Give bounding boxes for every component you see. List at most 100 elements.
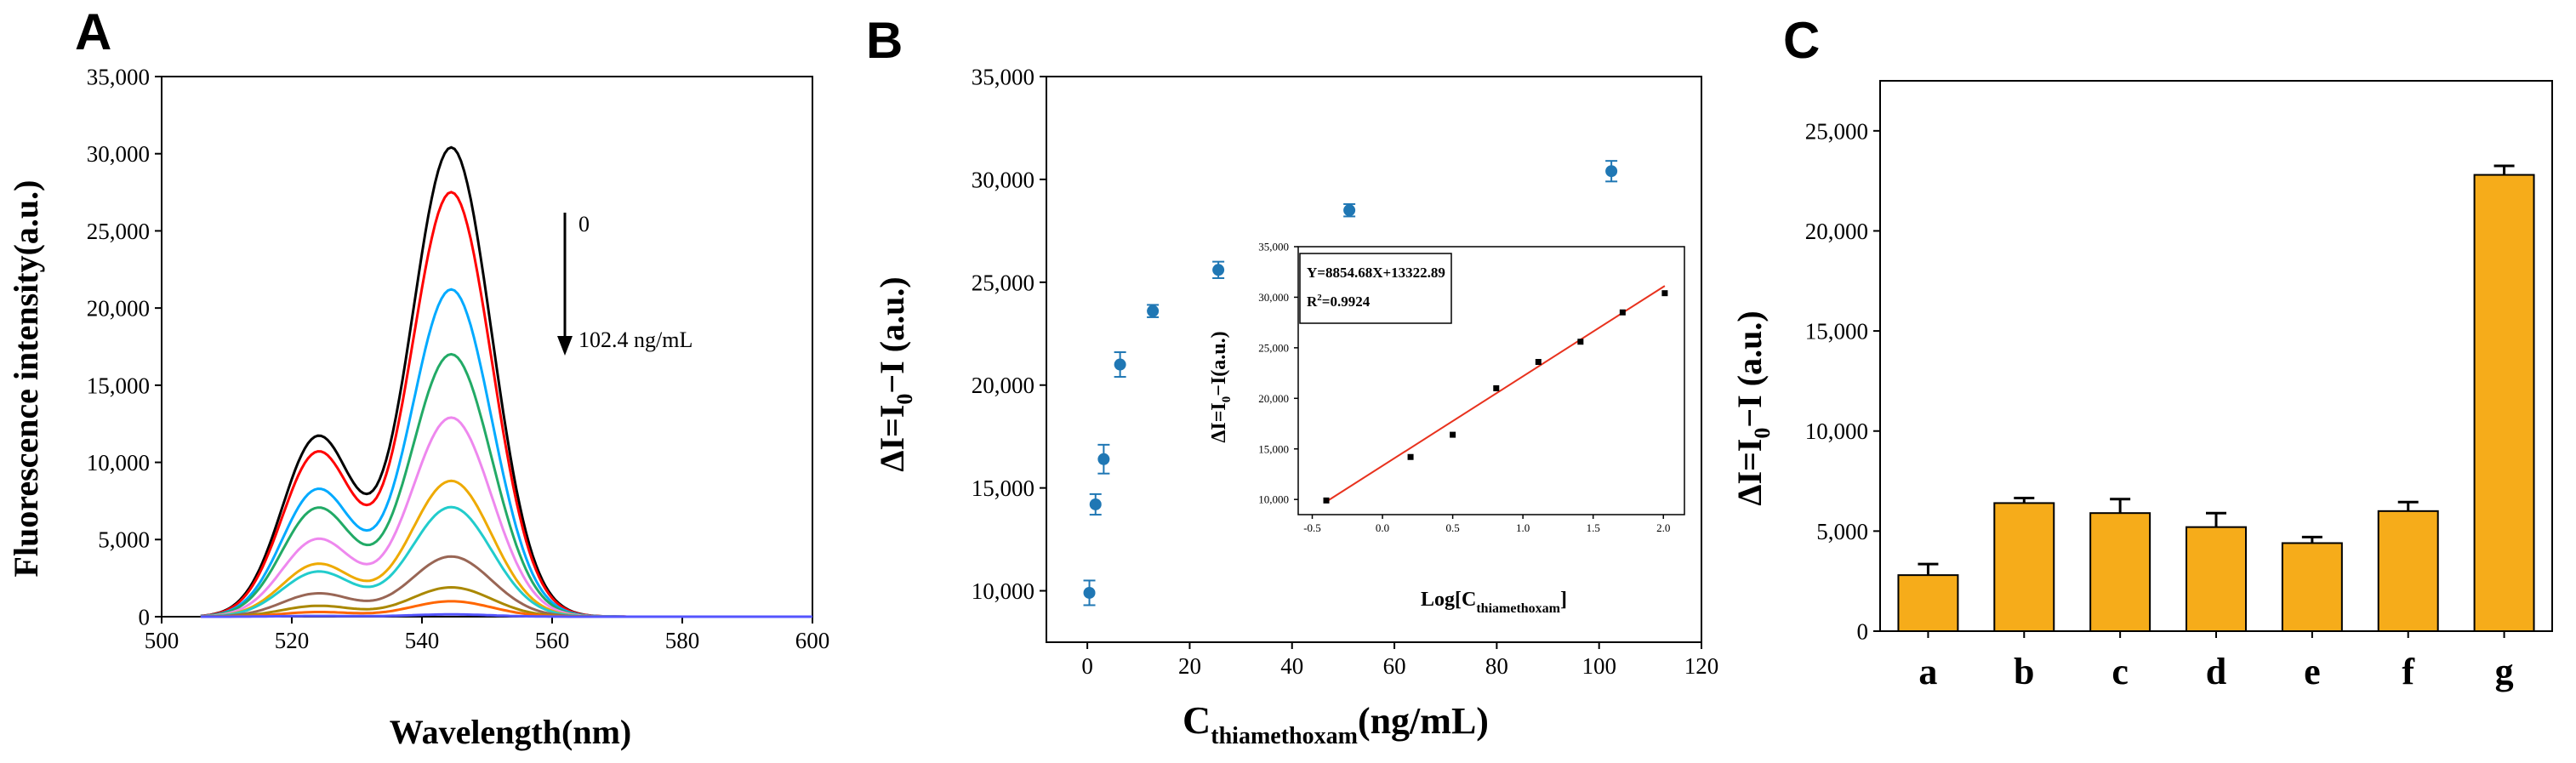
inset-x-tick-label: 0.5 [1445,521,1459,534]
panel-a-y-tick-label: 10,000 [87,450,150,475]
inset-r-squared: R2=0.9924 [1307,293,1371,310]
panel-a-y-tick-label: 5,000 [98,527,150,553]
panel-a-x-axis-title: Wavelength(nm) [390,713,631,751]
panel-c-category-label: a [1918,651,1937,692]
panel-b-y-tick-label: 35,000 [972,64,1034,89]
panel-c-category-label: e [2304,651,2321,692]
data-point [1605,165,1618,178]
panel-c-category-label: f [2402,651,2415,692]
inset-data-point [1493,384,1500,391]
panel-b-frame [1046,76,1702,643]
panel-a-frame [161,76,813,618]
panel-b-y-tick-label: 15,000 [972,475,1034,501]
panel-b-x-tick-label: 0 [1081,653,1093,679]
inset-x-tick-label: -0.5 [1303,521,1321,534]
inset-x-axis-title: Log[Cthiamethoxam] [1421,589,1567,616]
panel-b-data-points [1083,160,1618,606]
panel-a-y-axis-title: Fluorescence intensity(a.u.) [7,180,45,578]
data-point [1114,358,1126,371]
inset-axes: -0.5 0.0 0.5 1.0 1.5 2.0 10,000 15,000 20,000 25,… [1258,241,1685,534]
inset-equation-box [1299,253,1452,324]
inset-y-tick-label: 25,000 [1258,341,1289,354]
annotation-end-concentration: 102.4 ng/mL [578,327,692,352]
inset-x-tick-label: 1.0 [1516,521,1530,534]
inset-fit-equation: Y=8854.68X+13322.89 [1307,265,1445,281]
inset-frame [1297,246,1685,515]
panel-b-y-tick-label: 20,000 [972,373,1034,398]
panel-c-bars [1897,164,2535,633]
panel-b-x-axis-title: Cthiamethoxam(ng/mL) [1183,698,1489,749]
inset-x-tick-label: 2.0 [1656,521,1670,534]
inset-data-point [1577,339,1584,345]
panel-c-category-label: c [2112,651,2129,692]
inset-x-tick-label: 0.0 [1376,521,1389,534]
panel-b-axes: 0 20 40 60 80 100 120 10,000 15,000 20,000 25,000 3… [972,64,1719,679]
data-point [1097,453,1110,465]
panel-b-x-tick-label: 40 [1280,653,1303,679]
inset-data-points [1323,290,1668,504]
decrease-arrow-head [557,336,573,356]
data-point [1212,264,1225,276]
inset-fit-line [1325,285,1666,503]
inset-y-tick-label: 35,000 [1258,241,1289,253]
inset-x-tick-label: 1.5 [1587,521,1600,534]
panel-a-x-tick-label: 560 [535,628,570,653]
panel-c-category-label: g [2495,651,2514,692]
panel-c-category-label: d [2206,651,2226,692]
panel-a-x-tick-label: 580 [665,628,700,653]
data-point [1083,586,1096,599]
panel-a-y-tick-label: 20,000 [87,296,150,322]
bar [1993,502,2055,633]
panel-c-y-axis-title: ΔI=I0−I (a.u.) [1730,310,1775,505]
spectrum-curve [200,191,812,618]
bar [2377,510,2439,632]
spectrum-curve [200,145,812,618]
panel-b-y-axis-title: ΔI=I0−I (a.u.) [873,276,917,471]
data-point [1147,305,1160,317]
panel-b-x-tick-label: 60 [1383,653,1406,679]
panel-c-y-tick-label: 20,000 [1805,219,1868,244]
linear-fit-line [1325,285,1666,503]
panel-c-category-label: b [2014,651,2034,692]
spectrum-curve [200,479,812,618]
panel-b-y-tick-label: 10,000 [972,578,1034,604]
data-point [1089,498,1102,510]
bar [2473,174,2535,632]
panel-b-x-tick-label: 20 [1178,653,1201,679]
panel-a-y-tick-label: 30,000 [87,141,150,167]
panel-c-bar-chart: C ΔI=I0−I (a.u.) 0 5,000 10,000 15,000 20,00… [1730,12,2553,692]
panel-b-x-tick-label: 80 [1485,653,1508,679]
inset-data-point [1323,497,1330,504]
panel-a-x-tick-label: 540 [405,628,440,653]
panel-b-inset-calibration-plot: ΔI=I0−I(a.u.) Log[Cthiamethoxam] -0.5 0.0… [1208,241,1685,616]
inset-data-point [1535,359,1542,366]
panel-a-x-tick-label: 500 [145,628,180,653]
bar [1897,574,1959,633]
panel-c-y-tick-label: 10,000 [1805,419,1868,444]
inset-data-point [1450,431,1456,438]
inset-y-tick-label: 15,000 [1258,442,1289,455]
annotation-start-concentration: 0 [578,212,590,236]
panel-b-y-tick-label: 25,000 [972,270,1034,295]
panel-a-x-tick-label: 520 [275,628,310,653]
inset-data-point [1407,453,1414,460]
inset-data-point [1619,309,1626,316]
panel-a-y-tick-label: 15,000 [87,373,150,398]
bar [2089,512,2151,632]
inset-y-tick-label: 20,000 [1258,392,1289,405]
panel-a-label: A [75,3,111,60]
inset-y-tick-label: 30,000 [1258,291,1289,304]
data-point [1343,204,1356,217]
panel-a-spectra [200,145,812,618]
panel-b-x-tick-label: 100 [1582,653,1616,679]
spectrum-curve [200,612,812,618]
panel-a-line-chart: A Wavelength(nm) Fluorescence intensity(… [7,3,829,751]
panel-c-y-tick-label: 0 [1857,618,1869,644]
panel-c-y-tick-label: 15,000 [1805,319,1868,344]
inset-y-tick-label: 10,000 [1258,493,1289,506]
panel-b-scatter-chart: B Cthiamethoxam(ng/mL) ΔI=I0−I (a.u.) 0 2… [866,12,1718,749]
inset-data-point [1661,290,1668,297]
panel-b-y-tick-label: 30,000 [972,167,1034,192]
panel-c-y-tick-label: 25,000 [1805,118,1868,144]
